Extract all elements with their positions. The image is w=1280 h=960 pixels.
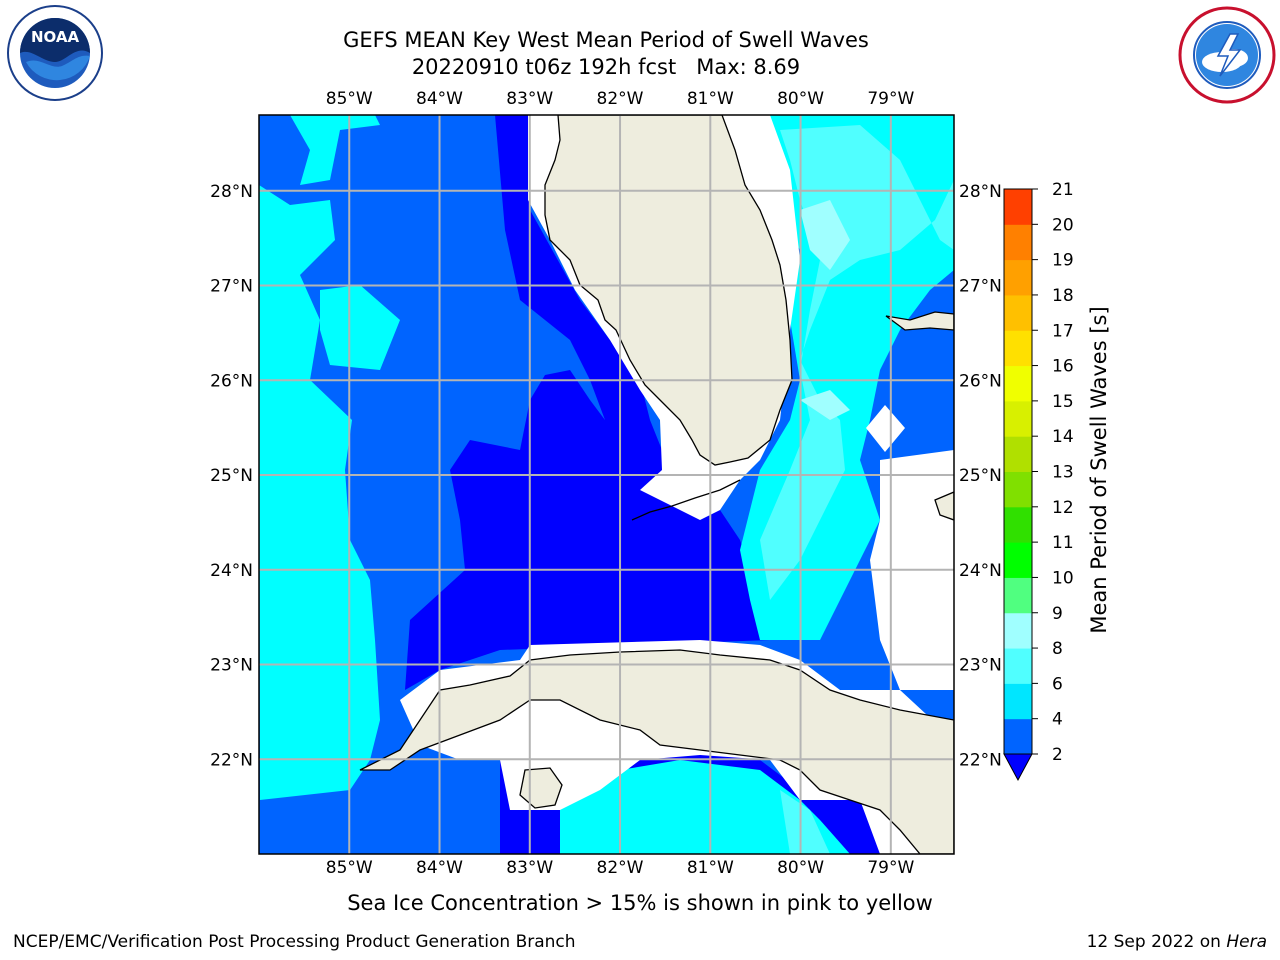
land-andros <box>934 491 954 521</box>
colorbar-tick-label: 15 <box>1052 392 1074 412</box>
lat-tick-label-left: 26°N <box>210 371 253 391</box>
colorbar-tick-label: 17 <box>1052 321 1074 341</box>
lat-tick-label-right: 28°N <box>959 182 1002 202</box>
lat-tick-label-left: 28°N <box>210 182 253 202</box>
land-bahamas-grand <box>885 311 954 331</box>
colorbar-tick-label: 4 <box>1052 710 1063 730</box>
lon-tick-label-bottom: 79°W <box>867 858 914 878</box>
lon-tick-label-top: 85°W <box>326 89 373 109</box>
land-cuba <box>359 649 954 854</box>
colorbar-segment <box>1004 365 1032 402</box>
lon-tick-label-bottom: 81°W <box>687 858 734 878</box>
lon-tick-label-top: 79°W <box>867 89 914 109</box>
swell-region-paleyan2 <box>800 390 850 420</box>
colorbar-label: Mean Period of Swell Waves [s] <box>1087 306 1111 633</box>
footer-host: Hera <box>1226 932 1267 952</box>
colorbar-segment <box>1004 224 1032 261</box>
colorbar-tick-label: 18 <box>1052 286 1074 306</box>
lat-tick-label-right: 26°N <box>959 371 1002 391</box>
chart-subtitle: 20220910 t06z 192h fcst Max: 8.69 <box>411 55 801 79</box>
lat-tick-label-right: 23°N <box>959 656 1002 676</box>
noaa-logo-icon: NOAA <box>7 5 103 101</box>
map-frame <box>258 114 955 855</box>
lon-tick-label-top: 84°W <box>416 89 463 109</box>
colorbar-tick-label: 11 <box>1052 533 1074 553</box>
colorbar-tick-label: 16 <box>1052 357 1074 377</box>
colorbar-segment <box>1004 718 1032 755</box>
colorbar-tick-label: 9 <box>1052 604 1063 624</box>
colorbar-segment <box>1004 648 1032 684</box>
land-keys <box>631 479 741 521</box>
lon-tick-label-top: 83°W <box>506 89 553 109</box>
lat-tick-label-left: 27°N <box>210 277 253 297</box>
lat-tick-label-right: 27°N <box>959 277 1002 297</box>
swell-region-lightcyan-atlantic <box>760 125 954 600</box>
swell-region-paleyan <box>800 200 850 270</box>
sea-ice-note: Sea Ice Concentration > 15% is shown in … <box>347 891 933 915</box>
colorbar-tick-label: 21 <box>1052 180 1074 200</box>
footer-right: 12 Sep 2022 on Hera <box>1087 932 1267 952</box>
footer-date: 12 Sep 2022 on <box>1086 932 1227 952</box>
lon-tick-label-bottom: 84°W <box>416 858 463 878</box>
lon-tick-label-bottom: 82°W <box>597 858 644 878</box>
colorbar-segment <box>1004 577 1032 614</box>
colorbar-tick-label: 10 <box>1052 568 1074 588</box>
nws-logo-icon <box>1178 6 1276 104</box>
lat-tick-label-left: 23°N <box>210 656 253 676</box>
colorbar-tick-label: 8 <box>1052 639 1063 659</box>
colorbar-segment <box>1004 436 1032 472</box>
colorbar-tick-label: 19 <box>1052 251 1074 271</box>
lon-tick-label-top: 82°W <box>597 89 644 109</box>
colorbar: 2 4 6 8 9 10 11 12 13 14 15 16 17 18 19 20 21 <box>1003 180 1074 782</box>
colorbar-segment <box>1004 542 1032 578</box>
colorbar-segment <box>1004 683 1032 720</box>
colorbar-extend-triangle <box>1003 753 1033 782</box>
swell-region-cyan-caribbean <box>560 760 850 854</box>
lon-tick-label-bottom: 80°W <box>777 858 824 878</box>
footer-left: NCEP/EMC/Verification Post Processing Pr… <box>13 932 576 952</box>
colorbar-tick-label: 2 <box>1052 745 1063 765</box>
lon-tick-label-bottom: 85°W <box>326 858 373 878</box>
colorbar-segment <box>1004 189 1032 225</box>
swell-region-cyan-topleft <box>290 115 380 185</box>
lon-tick-label-bottom: 83°W <box>506 858 553 878</box>
swell-region-cyan-west2 <box>320 285 400 370</box>
chart-title: GEFS MEAN Key West Mean Period of Swell … <box>343 28 869 52</box>
colorbar-tick-label: 6 <box>1052 674 1063 694</box>
swell-region-deepblue-gulf <box>405 115 770 690</box>
colorbar-segment <box>1004 294 1032 331</box>
colorbar-tick-label: 12 <box>1052 498 1074 518</box>
colorbar-segment <box>1004 330 1032 367</box>
colorbar-segment <box>1004 471 1032 508</box>
lat-tick-label-right: 25°N <box>959 466 1002 486</box>
swell-region-lightcyan-caribbean <box>780 790 830 854</box>
lat-tick-label-left: 24°N <box>210 561 253 581</box>
land-florida <box>544 115 793 466</box>
colorbar-tick-label: 20 <box>1052 215 1074 235</box>
lat-tick-label-left: 25°N <box>210 466 253 486</box>
colorbar-segment <box>1004 400 1032 437</box>
lat-tick-label-right: 22°N <box>959 750 1002 770</box>
lat-tick-label-right: 24°N <box>959 561 1002 581</box>
colorbar-segment <box>1004 506 1032 543</box>
colorbar-segment <box>1004 612 1032 649</box>
lon-tick-label-top: 80°W <box>777 89 824 109</box>
lat-tick-label-left: 22°N <box>210 750 253 770</box>
colorbar-tick-label: 14 <box>1052 427 1074 447</box>
colorbar-segment <box>1004 259 1032 296</box>
colorbar-tick-label: 13 <box>1052 463 1074 483</box>
no-data-diamond <box>866 405 905 452</box>
map-gridlines <box>259 115 954 854</box>
noaa-logo-text: NOAA <box>31 28 80 46</box>
map-plot-area <box>259 115 954 854</box>
lon-tick-label-top: 81°W <box>687 89 734 109</box>
